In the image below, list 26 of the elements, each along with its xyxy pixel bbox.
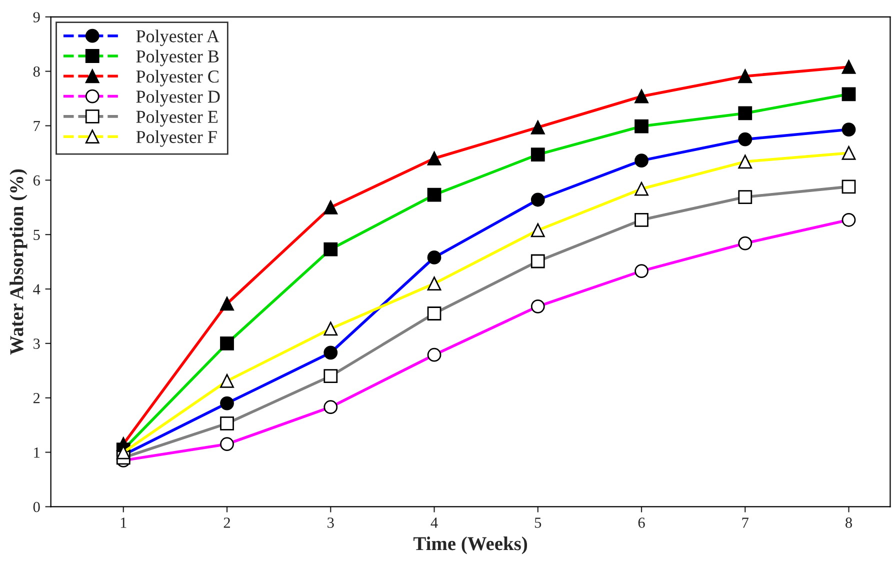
x-tick-label: 3 bbox=[328, 518, 334, 528]
legend-label: Polyester A bbox=[136, 30, 220, 46]
y-tick-label: 8 bbox=[33, 66, 40, 77]
y-axis-title: Water Absorption (%) bbox=[10, 169, 28, 355]
y-tick-label: 9 bbox=[33, 12, 40, 22]
y-tick-label: 4 bbox=[33, 284, 40, 294]
legend-label: Polyester C bbox=[136, 70, 218, 86]
x-axis-title: Time (Weeks) bbox=[413, 536, 528, 554]
x-tick-label: 7 bbox=[742, 518, 749, 528]
legend-label: Polyester E bbox=[136, 110, 218, 127]
y-tick-label: 5 bbox=[34, 230, 40, 240]
x-tick-label: 8 bbox=[846, 518, 852, 528]
x-tick-label: 1 bbox=[120, 518, 126, 528]
x-tick-label: 4 bbox=[430, 518, 438, 528]
legend-label: Polyester F bbox=[136, 130, 217, 147]
legend-label: Polyester B bbox=[136, 50, 219, 66]
y-tick-label: 7 bbox=[34, 121, 40, 132]
y-tick-label: 3 bbox=[34, 338, 40, 349]
x-tick-label: 5 bbox=[534, 518, 542, 528]
y-tick-label: 1 bbox=[34, 447, 40, 458]
y-tick-label: 0 bbox=[33, 502, 40, 512]
y-tick-label: 2 bbox=[33, 393, 40, 404]
x-tick-label: 6 bbox=[638, 518, 645, 528]
y-tick-label: 6 bbox=[33, 175, 40, 186]
x-tick-label: 2 bbox=[224, 518, 230, 528]
legend-label: Polyester D bbox=[136, 90, 220, 106]
